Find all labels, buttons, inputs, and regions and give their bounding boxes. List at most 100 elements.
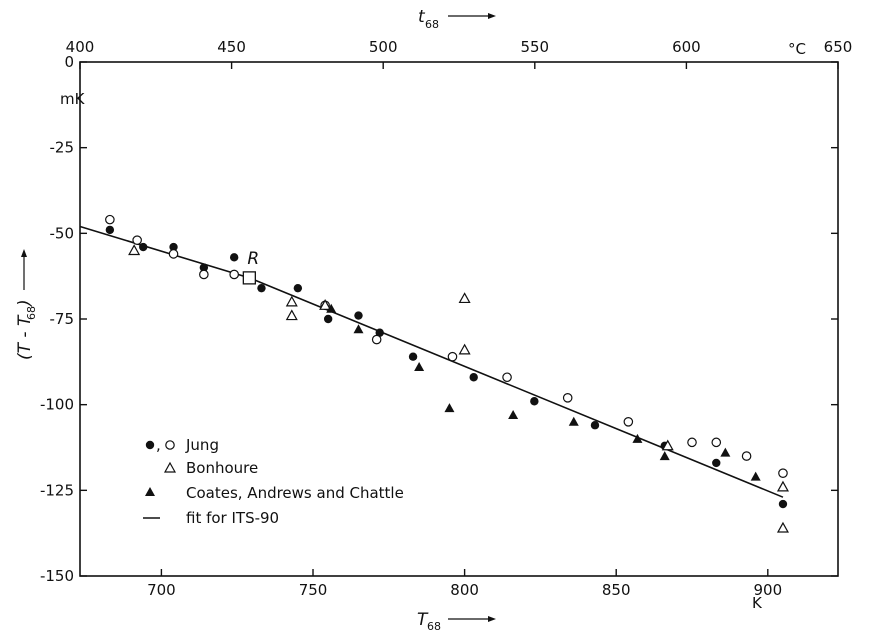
reference-point-marker (242, 271, 256, 285)
legend-item-bonhoure: Bonhoure (163, 459, 258, 477)
data-point-open-triangle (661, 439, 674, 451)
data-point-filled-triangle (508, 409, 519, 419)
data-marks (105, 214, 789, 533)
data-point-filled-circle (408, 352, 418, 361)
y-axis-title-close: ) (15, 299, 35, 308)
data-point-open-circle (562, 393, 573, 403)
reference-point-label: R (247, 249, 259, 269)
data-point-filled-circle (257, 283, 266, 293)
legend-label-fit: fit for ITS-90 (186, 509, 279, 527)
x2-axis-title-text: t (418, 7, 426, 27)
legend-label-coates: Coates, Andrews and Chattle (186, 484, 404, 502)
x-tick-label: 900 (753, 581, 782, 599)
legend-filled-circle-marker (145, 440, 155, 450)
data-point-filled-triangle (326, 303, 337, 313)
data-point-filled-circle (139, 242, 148, 252)
data-point-open-triangle (776, 521, 789, 533)
data-point-open-circle (623, 416, 634, 427)
data-point-filled-triangle (414, 361, 425, 371)
y-axis-title: (T - T 68 ) (15, 299, 38, 360)
legend-open-triangle-marker (163, 461, 177, 473)
legend: , Jung Bonhoure Coates, Andrews and Chat… (143, 436, 404, 527)
x2-tick-label: 550 (520, 38, 549, 56)
data-point-filled-circle (778, 499, 788, 509)
data-point-open-circle (447, 351, 458, 362)
ticks: 700 750 800 850 900 400 450 500 550 600 650 0 -25 -50… (40, 38, 852, 599)
legend-item-jung: , Jung (145, 436, 219, 454)
data-point-filled-circle (293, 283, 303, 293)
y-tick-label: -100 (40, 396, 74, 414)
x2-tick-label: 450 (217, 38, 246, 56)
y-tick-label: -125 (40, 481, 74, 499)
y-tick-label: -25 (50, 139, 75, 157)
legend-comma: , (156, 436, 161, 454)
x-tick-label: 700 (147, 581, 176, 599)
data-point-filled-triangle (659, 451, 670, 461)
data-point-open-circle (687, 437, 697, 448)
data-point-open-circle (132, 235, 142, 245)
data-point-open-triangle (458, 292, 471, 304)
y-axis-arrow (21, 249, 27, 290)
data-point-open-circle (229, 269, 239, 280)
y-unit-label: mK (60, 90, 86, 108)
data-point-filled-circle (323, 314, 333, 324)
data-point-filled-triangle (720, 447, 731, 457)
x2-unit-label: °C (788, 40, 806, 58)
data-point-filled-triangle (632, 433, 643, 443)
annotations: R (247, 249, 259, 269)
data-point-filled-triangle (444, 403, 455, 413)
x-axis-title-subscript: 68 (427, 620, 441, 630)
fit-its90-line (79, 225, 784, 498)
x-axis-title-text: T (417, 610, 429, 630)
legend-item-coates: Coates, Andrews and Chattle (145, 484, 404, 502)
data-point-open-circle (778, 468, 788, 478)
data-point-filled-circle (229, 253, 239, 262)
y-tick-label: -50 (50, 224, 75, 242)
x2-tick-label: 400 (66, 38, 95, 56)
x-tick-label: 850 (602, 581, 631, 599)
fit-line (79, 225, 784, 498)
data-point-open-triangle (285, 295, 298, 307)
x2-tick-label: 500 (369, 38, 398, 56)
data-point-filled-triangle (750, 471, 761, 481)
y-tick-label: -75 (50, 310, 75, 328)
data-point-open-circle (105, 214, 115, 225)
x2-axis-title: t 68 (418, 7, 496, 31)
data-point-filled-circle (199, 263, 209, 272)
y-tick-label: -150 (40, 567, 74, 585)
data-point-filled-circle (590, 421, 600, 430)
data-point-open-triangle (319, 299, 332, 310)
x-axis-title: T 68 (417, 610, 496, 630)
y-tick-label: 0 (64, 53, 74, 71)
legend-label-jung: Jung (185, 436, 219, 454)
data-point-filled-circle (105, 225, 115, 235)
data-point-open-circle (371, 334, 382, 345)
legend-label-bonhoure: Bonhoure (186, 459, 258, 477)
legend-filled-triangle-marker (145, 487, 155, 496)
x2-tick-label: 600 (672, 38, 701, 56)
data-point-open-circle (741, 451, 752, 461)
x2-axis-title-arrowhead (488, 13, 496, 19)
data-point-filled-circle (469, 373, 478, 382)
data-point-filled-circle (354, 311, 363, 320)
x-tick-label: 800 (450, 581, 479, 599)
data-point-open-circle (199, 269, 209, 280)
y-axis-title-text: (T - T (15, 314, 35, 360)
data-point-open-triangle (128, 244, 141, 256)
data-point-filled-circle (530, 397, 539, 406)
x-unit-label: K (752, 594, 763, 612)
x2-axis-title-subscript: 68 (425, 18, 439, 31)
data-point-filled-circle (712, 458, 721, 468)
data-point-open-circle (168, 249, 179, 259)
data-point-filled-circle (169, 242, 178, 252)
data-point-open-triangle (776, 480, 789, 492)
data-point-open-circle (502, 372, 512, 383)
x-axis-title-arrowhead (488, 616, 496, 622)
legend-open-circle-marker (165, 440, 175, 450)
data-point-filled-triangle (568, 416, 579, 426)
data-point-open-triangle (458, 343, 471, 355)
data-point-open-circle (711, 437, 722, 448)
legend-item-fit: fit for ITS-90 (143, 509, 279, 527)
y-axis-title-subscript: 68 (25, 306, 38, 320)
